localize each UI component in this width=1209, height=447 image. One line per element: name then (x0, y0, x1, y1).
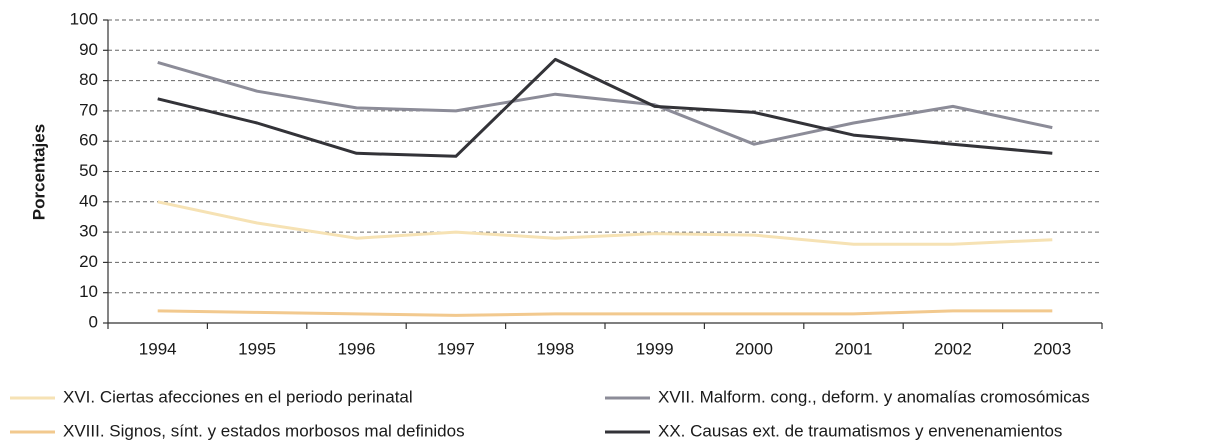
x-tick-label: 2000 (735, 339, 773, 358)
legend-label: XVIII. Signos, sínt. y estados morbosos … (63, 421, 465, 440)
y-tick-label: 0 (89, 312, 98, 331)
x-tick-label: 1996 (338, 339, 376, 358)
y-tick-label: 80 (79, 70, 98, 89)
y-tick-label: 60 (79, 131, 98, 150)
legend-label: XVII. Malform. cong., deform. y anomalía… (658, 387, 1090, 406)
x-tick-label: 2002 (934, 339, 972, 358)
x-tick-label: 1998 (536, 339, 574, 358)
y-tick-label: 10 (79, 282, 98, 301)
x-tick-label: 1995 (238, 339, 276, 358)
y-axis-label: Porcentajes (29, 124, 48, 220)
legend-label: XVI. Ciertas afecciones en el periodo pe… (63, 387, 413, 406)
y-tick-label: 30 (79, 222, 98, 241)
y-tick-label: 50 (79, 161, 98, 180)
y-tick-label: 90 (79, 40, 98, 59)
x-tick-label: 2001 (835, 339, 873, 358)
series-line (157, 200, 1053, 246)
x-tick-label: 1994 (139, 339, 177, 358)
series-line (157, 309, 1053, 317)
y-tick-label: 40 (79, 191, 98, 210)
y-tick-label: 70 (79, 100, 98, 119)
series-line (157, 57, 1053, 158)
series-line (157, 60, 1053, 146)
y-tick-label: 20 (79, 252, 98, 271)
legend-label: XX. Causas ext. de traumatismos y envene… (658, 421, 1062, 440)
x-tick-label: 1997 (437, 339, 475, 358)
y-tick-label: 100 (70, 9, 98, 28)
x-tick-label: 2003 (1033, 339, 1071, 358)
x-tick-label: 1999 (636, 339, 674, 358)
